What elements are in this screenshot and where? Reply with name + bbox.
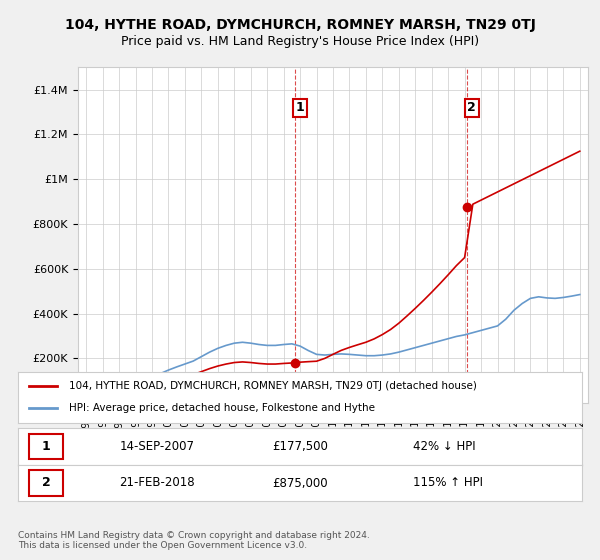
Text: £875,000: £875,000 xyxy=(272,477,328,489)
Text: 2: 2 xyxy=(42,477,50,489)
Text: 104, HYTHE ROAD, DYMCHURCH, ROMNEY MARSH, TN29 0TJ: 104, HYTHE ROAD, DYMCHURCH, ROMNEY MARSH… xyxy=(65,18,535,32)
Text: 115% ↑ HPI: 115% ↑ HPI xyxy=(413,477,483,489)
FancyBboxPatch shape xyxy=(29,470,63,496)
Text: 42% ↓ HPI: 42% ↓ HPI xyxy=(413,440,475,453)
Text: 2: 2 xyxy=(467,101,476,114)
Text: Contains HM Land Registry data © Crown copyright and database right 2024.
This d: Contains HM Land Registry data © Crown c… xyxy=(18,530,370,550)
Text: 14-SEP-2007: 14-SEP-2007 xyxy=(119,440,194,453)
Text: 1: 1 xyxy=(296,101,305,114)
Text: 1: 1 xyxy=(42,440,50,453)
Text: Price paid vs. HM Land Registry's House Price Index (HPI): Price paid vs. HM Land Registry's House … xyxy=(121,35,479,49)
Text: 21-FEB-2018: 21-FEB-2018 xyxy=(119,477,195,489)
Text: £177,500: £177,500 xyxy=(272,440,328,453)
Text: 104, HYTHE ROAD, DYMCHURCH, ROMNEY MARSH, TN29 0TJ (detached house): 104, HYTHE ROAD, DYMCHURCH, ROMNEY MARSH… xyxy=(69,381,476,391)
Text: HPI: Average price, detached house, Folkestone and Hythe: HPI: Average price, detached house, Folk… xyxy=(69,403,375,413)
FancyBboxPatch shape xyxy=(29,434,63,459)
